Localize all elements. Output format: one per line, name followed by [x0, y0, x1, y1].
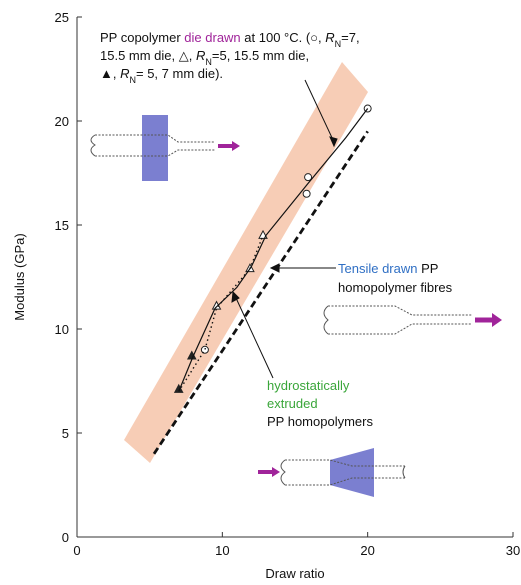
annotation-text: N	[205, 57, 212, 67]
y-tick-label: 15	[55, 218, 69, 233]
data-point	[302, 189, 311, 198]
annotation: PP copolymer die drawn at 100 °C. (○, RN…	[100, 30, 360, 49]
die-schematic-bottom	[258, 448, 406, 497]
x-tick-label: 0	[73, 543, 80, 558]
annotation-text: N	[335, 39, 342, 49]
annotation-text: hydrostatically	[267, 378, 350, 393]
annotation-text: PP	[418, 261, 439, 276]
annotation-text: R	[325, 30, 334, 45]
annotation-text: =7,	[341, 30, 359, 45]
annotation-text: ▲,	[100, 66, 120, 81]
x-axis-label: Draw ratio	[265, 566, 324, 581]
data-point	[200, 345, 209, 354]
annotation: hydrostatically	[267, 378, 350, 393]
annotation-text: R	[196, 48, 205, 63]
annotation: homopolymer fibres	[338, 280, 453, 295]
x-tick-label: 30	[506, 543, 520, 558]
trend-line	[178, 235, 264, 392]
y-tick-label: 0	[62, 530, 69, 545]
annotation: ▲, RN= 5, 7 mm die).	[100, 66, 223, 85]
annotation-text: Tensile drawn	[338, 261, 418, 276]
annotation-text: extruded	[267, 396, 318, 411]
annotation: Tensile drawn PP	[338, 261, 438, 276]
uncertainty-band	[124, 62, 368, 463]
trend-line	[152, 130, 369, 455]
annotation-text: = 5, 7 mm die).	[136, 66, 223, 81]
annotation-text: PP homopolymers	[267, 414, 373, 429]
trend-line	[178, 108, 369, 392]
annotation-text: die drawn	[184, 30, 240, 45]
annotation: 15.5 mm die, △, RN=5, 15.5 mm die,	[100, 48, 309, 67]
annotation-text: homopolymer fibres	[338, 280, 453, 295]
annotation-text: 15.5 mm die, △,	[100, 48, 196, 63]
y-tick-label: 10	[55, 322, 69, 337]
annotation-text: R	[120, 66, 129, 81]
x-tick-label: 20	[360, 543, 374, 558]
die-schematic-right	[323, 305, 502, 335]
annotation: extruded	[267, 396, 318, 411]
y-tick-label: 5	[62, 426, 69, 441]
die-schematic-top	[90, 115, 240, 181]
annotation-text: N	[129, 75, 136, 85]
x-tick-label: 10	[215, 543, 229, 558]
annotation: PP homopolymers	[267, 414, 373, 429]
y-axis-label: Modulus (GPa)	[12, 233, 27, 320]
y-tick-label: 20	[55, 114, 69, 129]
annotation-text: PP copolymer	[100, 30, 184, 45]
annotation-text: =5, 15.5 mm die,	[212, 48, 309, 63]
annotation-text: at 100 °C. (○,	[241, 30, 326, 45]
data-point	[173, 383, 184, 393]
data-point	[304, 173, 313, 182]
y-tick-label: 25	[55, 10, 69, 25]
